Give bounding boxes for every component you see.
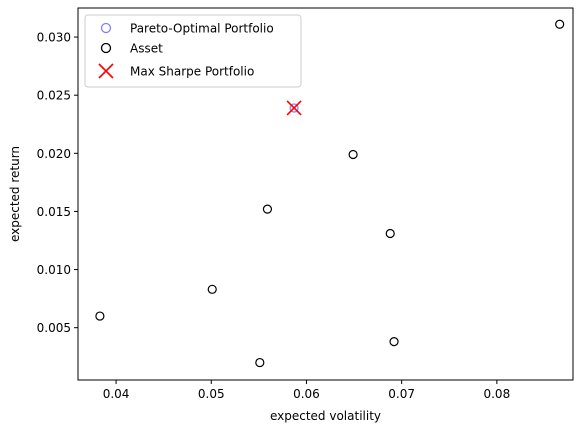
y-tick-label: 0.005 <box>37 321 71 335</box>
x-tick-label: 0.05 <box>198 387 225 401</box>
legend-label: Pareto-Optimal Portfolio <box>130 22 274 36</box>
y-axis-label: expected return <box>8 146 22 242</box>
x-tick-label: 0.06 <box>293 387 320 401</box>
max-sharpe-portfolio-point <box>286 100 302 116</box>
asset-point <box>255 357 265 368</box>
y-tick-label: 0.030 <box>37 31 71 45</box>
y-tick-label: 0.025 <box>37 89 71 103</box>
asset-point <box>95 311 105 321</box>
x-axis-label: expected volatility <box>270 409 381 423</box>
y-tick-label: 0.020 <box>37 147 71 161</box>
asset-point <box>207 284 217 294</box>
legend-entry-pareto-optimal-portfolio: Pareto-Optimal Portfolio <box>100 22 274 36</box>
legend: Pareto-Optimal Portfolio Asset Max Sharp… <box>84 14 302 88</box>
asset-point <box>348 149 358 160</box>
pareto-optimal-portfolio-point <box>289 103 299 113</box>
legend-label: Asset <box>130 42 163 56</box>
legend-entry-max-sharpe-portfolio: Max Sharpe Portfolio <box>98 63 254 79</box>
plot-frame <box>77 7 574 381</box>
legend-entry-asset: Asset <box>100 42 163 56</box>
legend-label: Max Sharpe Portfolio <box>130 65 254 79</box>
asset-point <box>555 19 565 29</box>
x-tick-label: 0.08 <box>483 387 510 401</box>
asset-point <box>389 337 399 347</box>
y-tick-label: 0.010 <box>37 263 71 277</box>
x-tick-label: 0.04 <box>103 387 130 401</box>
legend-marker-x-icon <box>98 63 114 79</box>
legend-marker-open-circle-icon <box>100 22 112 34</box>
legend-box <box>84 14 302 88</box>
y-tick-label: 0.015 <box>37 205 71 219</box>
data-marks <box>95 19 565 368</box>
axis-ticks: 0.04 0.05 0.06 0.07 0.08 0.005 0.010 0.015 0.020… <box>37 31 511 401</box>
x-tick-label: 0.07 <box>388 387 415 401</box>
legend-marker-open-circle-icon <box>100 42 112 54</box>
asset-point <box>385 228 395 239</box>
asset-point <box>262 204 273 214</box>
